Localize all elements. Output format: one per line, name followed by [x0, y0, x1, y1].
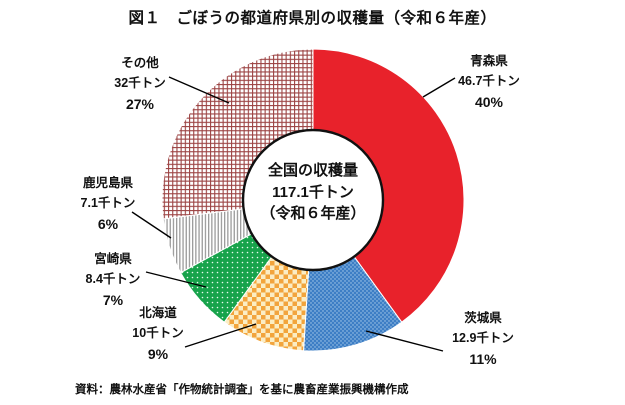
center-label-line1: 全国の収穫量: [267, 162, 359, 179]
donut-hole: [241, 128, 385, 272]
donut-center-label: 全国の収穫量 117.1千トン （令和６年産）: [260, 160, 365, 225]
pie-slice-aomori: [312, 48, 465, 323]
slice-amount: 10千トン: [132, 326, 184, 340]
slice-amount: 8.4千トン: [85, 272, 141, 286]
slice-label-kagoshima: 鹿児島県 7.1千トン 6%: [81, 173, 136, 234]
source-note: 資料：農林水産省「作物統計調査」を基に農畜産業振興機構作成: [75, 384, 409, 396]
slice-percent: 7%: [102, 292, 124, 308]
center-label-line2: 117.1千トン: [272, 183, 354, 201]
slice-name: 北海道: [139, 306, 177, 320]
slice-percent: 11%: [469, 351, 497, 367]
leader-line-hokkaido: [184, 323, 257, 348]
slice-percent: 6%: [97, 216, 119, 232]
slice-amount: 46.7千トン: [458, 74, 520, 88]
slice-name: 青森県: [470, 54, 508, 68]
leader-lines-group: [131, 76, 456, 352]
slice-amount: 12.9千トン: [452, 331, 514, 345]
slice-label-ibaraki: 茨城県 12.9千トン 11%: [452, 308, 514, 369]
leader-line-others: [168, 76, 230, 104]
slice-label-aomori: 青森県 46.7千トン 40%: [458, 51, 520, 112]
chart-title: 図１ ごぼうの都道府県別の収穫量（令和６年産）: [128, 10, 497, 27]
leader-line-ibaraki: [365, 330, 444, 352]
leader-line-kagoshima: [131, 211, 172, 239]
center-label-line3: （令和６年産）: [260, 205, 366, 222]
leader-line-aomori: [422, 77, 456, 98]
slice-percent: 27%: [125, 96, 155, 112]
slice-percent: 40%: [474, 94, 504, 110]
slice-percent: 9%: [147, 346, 169, 362]
slice-name: 鹿児島県: [82, 176, 134, 190]
slice-amount: 7.1千トン: [80, 196, 136, 210]
slice-label-miyazaki: 宮崎県 8.4千トン 7%: [86, 249, 141, 310]
leader-line-miyazaki: [145, 271, 207, 288]
slice-amount: 32千トン: [114, 76, 166, 90]
slice-name: その他: [121, 56, 159, 70]
slice-label-hokkaido: 北海道 10千トン 9%: [132, 303, 183, 364]
slice-name: 茨城県: [464, 311, 502, 325]
slice-name: 宮崎県: [94, 252, 132, 266]
slice-label-others: その他 32千トン 27%: [114, 53, 165, 114]
